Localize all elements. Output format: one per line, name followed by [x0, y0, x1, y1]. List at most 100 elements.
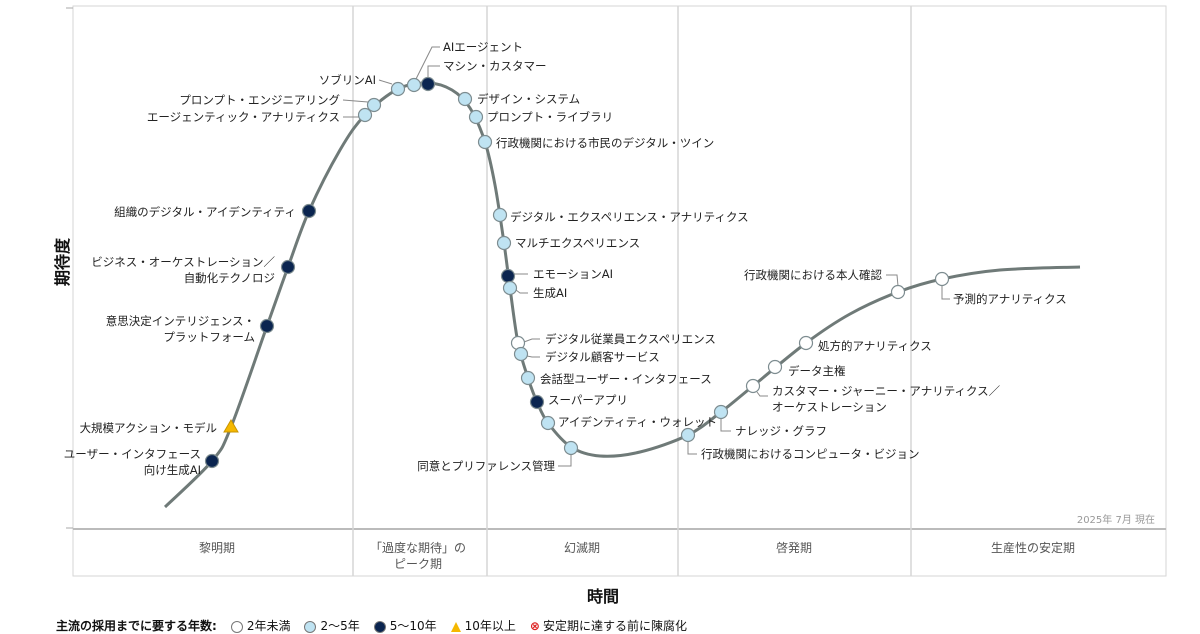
technology-marker[interactable]	[406, 77, 422, 93]
phase-label: 生産性の安定期	[991, 540, 1075, 555]
legend-item-lt2: 2年未満	[230, 617, 290, 634]
label-line: オーケストレーション	[772, 400, 887, 414]
legend: 主流の採用までに要する年数: 2年未満 2～5年 5～10年 10年以上 ⊗ 安定…	[56, 617, 687, 634]
label-line: プロンプト・ライブラリ	[487, 110, 613, 124]
technology-label: 行政機関におけるコンピュータ・ビジョン	[701, 447, 920, 461]
label-line: 同意とプリファレンス管理	[417, 459, 555, 473]
leader-line	[558, 454, 572, 467]
technology-label: マシン・カスタマー	[443, 59, 547, 73]
technology-label: 生成AI	[533, 286, 567, 300]
technology-label: デジタル顧客サービス	[545, 350, 660, 364]
technology-marker[interactable]	[496, 235, 512, 251]
technology-label: 会話型ユーザー・インタフェース	[540, 372, 712, 386]
legend-item-5to10: 5～10年	[373, 617, 437, 634]
leader-line	[515, 289, 528, 294]
label-line: アイデンティティ・ウォレット	[558, 415, 717, 429]
technology-label: 行政機関における市民のデジタル・ツイン	[496, 136, 714, 150]
technology-label: 意思決定インテリジェンス・プラットフォーム	[106, 314, 255, 344]
label-line: 向け生成AI	[144, 463, 201, 477]
technology-marker[interactable]	[520, 370, 536, 386]
technology-label: カスタマー・ジャーニー・アナリティクス／ オーケストレーション	[772, 384, 1001, 414]
label-line: エージェンティック・アナリティクス	[147, 110, 340, 124]
technology-label: スーパーアプリ	[548, 393, 628, 407]
technology-label: 行政機関における本人確認	[744, 268, 882, 282]
technology-marker[interactable]	[563, 440, 579, 456]
technology-label: 同意とプリファレンス管理	[417, 459, 555, 473]
technology-marker[interactable]	[259, 318, 275, 334]
technology-label: データ主権	[788, 364, 846, 378]
technology-marker[interactable]	[492, 207, 508, 223]
label-line: デジタル従業員エクスペリエンス	[545, 332, 716, 346]
technology-label: プロンプト・ライブラリ	[487, 110, 613, 124]
label-line: デジタル顧客サービス	[545, 350, 660, 364]
technology-marker[interactable]	[301, 203, 317, 219]
technology-marker[interactable]	[890, 284, 906, 300]
leader-line	[756, 391, 768, 397]
technology-marker[interactable]	[357, 107, 373, 123]
label-line: スーパーアプリ	[548, 393, 628, 407]
label-line: ナレッジ・グラフ	[735, 424, 827, 438]
label-line: 組織のデジタル・アイデンティティ	[114, 205, 296, 219]
technology-label: 処方的アナリティクス	[818, 339, 932, 353]
technology-marker[interactable]	[713, 404, 729, 420]
phase-label: 「過度な期待」の	[370, 540, 466, 555]
chart-frame	[72, 5, 1167, 577]
technology-marker[interactable]	[468, 109, 484, 125]
technology-label: プロンプト・エンジニアリング	[179, 93, 340, 107]
label-line: 行政機関における市民のデジタル・ツイン	[496, 136, 714, 150]
technology-marker[interactable]	[500, 268, 516, 284]
legend-title: 主流の採用までに要する年数:	[56, 619, 217, 633]
label-line: 行政機関におけるコンピュータ・ビジョン	[701, 447, 920, 461]
technology-marker[interactable]	[680, 427, 696, 443]
label-line: ソブリンAI	[319, 73, 376, 87]
technology-marker[interactable]	[540, 415, 556, 431]
technology-marker[interactable]	[798, 335, 814, 351]
technology-marker[interactable]	[280, 259, 296, 275]
leader-line	[342, 99, 369, 103]
technology-marker[interactable]	[477, 134, 493, 150]
technology-label: エージェンティック・アナリティクス	[147, 110, 340, 124]
technology-marker[interactable]	[366, 97, 382, 113]
leader-line	[526, 355, 540, 358]
legend-item-obsolete: ⊗ 安定期に達する前に陳腐化	[529, 619, 687, 633]
technology-marker[interactable]	[420, 76, 436, 92]
label-line: 処方的アナリティクス	[818, 339, 932, 353]
label-line: データ主権	[788, 364, 846, 378]
label-line: プラットフォーム	[163, 330, 255, 344]
label-line: AIエージェント	[443, 40, 523, 54]
technology-label: 大規模アクション・モデル	[80, 421, 217, 435]
leader-line	[523, 338, 540, 343]
label-line: 行政機関における本人確認	[744, 268, 882, 282]
technology-marker[interactable]	[767, 359, 783, 375]
technology-marker[interactable]	[934, 271, 950, 287]
technology-label: AIエージェント	[443, 40, 523, 54]
leader-line	[427, 65, 440, 78]
technology-marker[interactable]	[390, 81, 406, 97]
leader-line	[415, 46, 440, 80]
technology-label: デザイン・システム	[477, 92, 580, 106]
phase-label: 幻滅期	[564, 541, 600, 555]
label-line: 会話型ユーザー・インタフェース	[540, 372, 712, 386]
label-line: 生成AI	[533, 286, 567, 300]
technology-marker[interactable]	[745, 378, 761, 394]
yellow-triangle-icon	[450, 621, 461, 632]
label-line: デザイン・システム	[477, 92, 580, 106]
label-line: 自動化テクノロジ	[184, 271, 275, 285]
label-line: プロンプト・エンジニアリング	[179, 93, 340, 107]
technology-marker[interactable]	[204, 453, 220, 469]
label-line: ビジネス・オーケストレーション／	[91, 255, 275, 269]
technology-marker[interactable]	[529, 394, 545, 410]
leader-line	[886, 274, 899, 287]
label-line: 大規模アクション・モデル	[80, 421, 217, 435]
as-of-date: 2025年 7月 現在	[1077, 513, 1155, 526]
leader-line	[720, 418, 731, 432]
technology-marker[interactable]	[457, 91, 473, 107]
leader-line	[378, 79, 393, 85]
technology-marker[interactable]	[513, 346, 529, 362]
white-circle-icon	[230, 620, 243, 633]
triangle-marker[interactable]	[223, 419, 239, 433]
technology-marker[interactable]	[502, 280, 518, 296]
light-blue-circle-icon	[304, 620, 317, 633]
red-x-circle-icon: ⊗	[529, 619, 540, 633]
technology-label: ソブリンAI	[319, 73, 376, 87]
